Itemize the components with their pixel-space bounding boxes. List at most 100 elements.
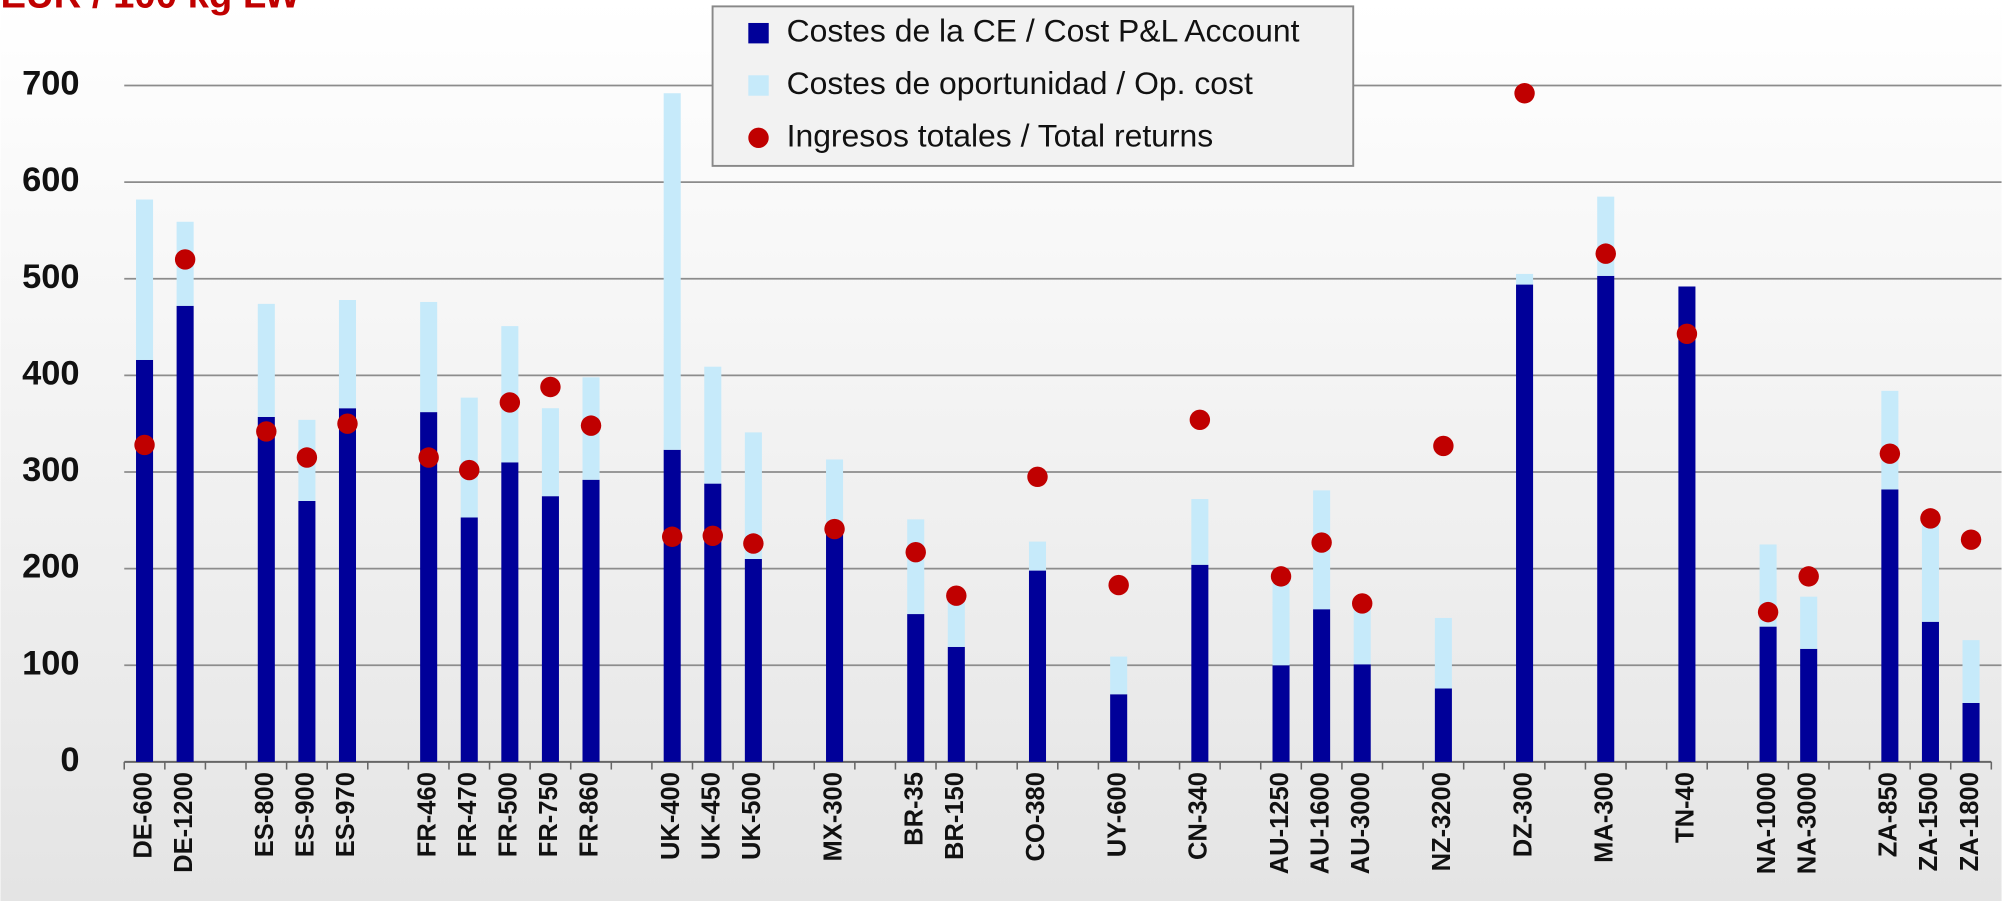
bar-segment xyxy=(1272,583,1290,666)
total-return-dot xyxy=(1351,593,1373,614)
y-tick-label: 300 xyxy=(22,451,79,489)
x-tick-label: UK-400 xyxy=(657,772,685,860)
x-tick-label: FR-500 xyxy=(495,772,523,857)
x-tick-label: BR-35 xyxy=(900,772,928,846)
total-return-dot xyxy=(1757,601,1779,623)
bar-segment xyxy=(1881,489,1899,762)
bar-segment xyxy=(1313,609,1331,762)
total-return-dot xyxy=(256,421,277,442)
bar-segment xyxy=(704,366,722,484)
y-tick-label: 200 xyxy=(22,548,79,586)
y-tick-label: 500 xyxy=(22,258,79,296)
bar-segment xyxy=(1800,648,1818,762)
total-return-dot xyxy=(1433,435,1454,457)
x-tick-label: BR-150 xyxy=(941,772,969,860)
legend: Costes de la CE / Cost P&L Account Costes… xyxy=(711,5,1355,167)
bar-segment xyxy=(460,517,478,762)
total-return-dot xyxy=(174,249,196,270)
bar-segment xyxy=(663,449,681,762)
total-return-dot xyxy=(946,585,967,606)
x-tick-label: TN-40 xyxy=(1672,772,1700,843)
bar-segment xyxy=(541,408,559,497)
x-tick-label: UY-600 xyxy=(1103,772,1131,857)
bar-segment xyxy=(420,412,438,762)
bar-segment xyxy=(1516,284,1534,762)
bar-segment xyxy=(1028,541,1047,571)
total-return-dot xyxy=(499,392,521,413)
bar-segment xyxy=(1434,688,1452,762)
bar-segment xyxy=(338,300,357,409)
bar-segment xyxy=(460,397,478,518)
x-tick-label: DE-600 xyxy=(129,772,157,859)
total-return-dot xyxy=(296,447,318,468)
bar-segment xyxy=(501,462,519,762)
axis-title: EUR / 100 kg LW xyxy=(0,0,301,17)
total-return-dot xyxy=(540,376,561,398)
y-tick-label: 600 xyxy=(22,161,79,199)
bar-segment xyxy=(1759,626,1777,762)
bar-segment xyxy=(1921,621,1939,762)
total-return-dot xyxy=(418,447,439,468)
bar-segment xyxy=(1191,499,1209,565)
bar-segment xyxy=(298,501,316,762)
x-tick-label: ES-800 xyxy=(251,772,279,857)
x-tick-label: NA-3000 xyxy=(1793,772,1821,874)
bar-segment xyxy=(1800,596,1818,649)
y-tick-label: 700 xyxy=(22,65,79,103)
bar-segment xyxy=(1962,702,1980,762)
x-tick-label: AU-1250 xyxy=(1266,772,1294,874)
bar-segment xyxy=(136,359,154,762)
bar-segment xyxy=(907,519,925,615)
total-return-dot xyxy=(337,413,358,434)
y-tick-label: 100 xyxy=(22,644,79,682)
bar-segment xyxy=(663,93,681,450)
bar-segment xyxy=(1597,275,1615,762)
total-return-dot xyxy=(1311,532,1332,553)
bar-segment xyxy=(1028,570,1047,762)
x-tick-label: AU-3000 xyxy=(1347,772,1375,874)
legend-box xyxy=(711,5,1355,167)
legend-label: Ingresos totales / Total returns xyxy=(787,117,1214,153)
x-tick-label: DZ-300 xyxy=(1509,772,1537,857)
bar-segment xyxy=(420,301,438,413)
x-tick-label: ZA-850 xyxy=(1875,772,1903,857)
bar-segment xyxy=(744,558,762,762)
legend-marker xyxy=(748,127,769,149)
total-return-dot xyxy=(1676,323,1698,345)
total-return-dot xyxy=(1960,529,1982,550)
total-return-dot xyxy=(580,415,602,436)
total-return-dot xyxy=(1514,83,1535,104)
total-return-dot xyxy=(702,525,723,546)
bar-segment xyxy=(1110,656,1128,695)
bar-segment xyxy=(1353,664,1371,762)
total-return-dot xyxy=(661,526,683,547)
x-tick-label: FR-460 xyxy=(413,772,441,857)
bar-segment xyxy=(257,416,275,762)
x-tick-label: FR-860 xyxy=(576,772,604,857)
x-tick-label: MA-300 xyxy=(1590,772,1618,863)
total-return-dot xyxy=(1920,508,1941,529)
total-return-dot xyxy=(1798,566,1819,587)
total-return-dot xyxy=(1189,409,1211,431)
x-tick-label: DE-1200 xyxy=(170,772,198,873)
legend-marker xyxy=(748,75,769,96)
x-tick-label: ZA-1800 xyxy=(1956,772,1984,871)
bar-segment xyxy=(826,529,844,762)
x-tick-label: CN-340 xyxy=(1185,772,1213,860)
bar-segment xyxy=(1921,520,1939,622)
bar-segment xyxy=(257,303,275,417)
bar-segment xyxy=(136,199,154,360)
total-return-dot xyxy=(1108,574,1129,596)
total-return-dot xyxy=(1879,443,1901,464)
bar-segment xyxy=(1962,640,1980,703)
total-return-dot xyxy=(1270,566,1292,587)
x-tick-label: MX-300 xyxy=(819,772,847,861)
x-tick-label: UK-450 xyxy=(698,772,726,860)
bar-segment xyxy=(582,479,600,762)
total-return-dot xyxy=(905,542,926,563)
bar-segment xyxy=(1678,286,1696,762)
bar-segment xyxy=(338,408,357,762)
x-tick-label: NZ-3200 xyxy=(1428,772,1456,871)
bar-segment xyxy=(947,597,965,647)
